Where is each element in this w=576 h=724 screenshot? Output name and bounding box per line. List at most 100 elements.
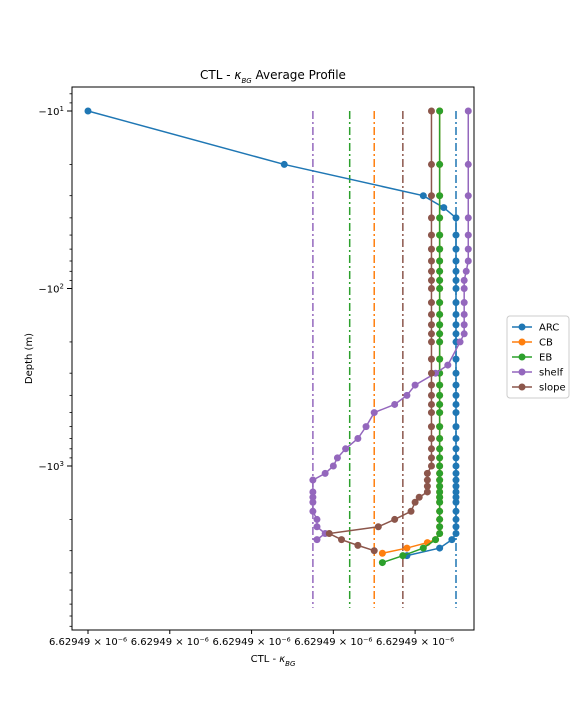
x-axis-label-part: CTL - — [251, 654, 280, 665]
data-point-shelf — [460, 321, 468, 329]
data-point-shelf — [313, 515, 321, 523]
data-point-shelf — [362, 423, 370, 431]
chart-title: CTL - κBG Average Profile — [200, 68, 346, 85]
data-point-ARC — [452, 493, 460, 501]
data-point-slope — [338, 536, 346, 544]
data-point-EB — [436, 245, 444, 253]
data-point-ARC — [419, 192, 427, 200]
data-point-EB — [436, 321, 444, 329]
data-point-ARC — [452, 257, 460, 265]
data-point-EB — [436, 355, 444, 363]
legend-label-shelf: shelf — [539, 368, 563, 379]
data-point-EB — [436, 423, 444, 431]
data-point-shelf — [333, 454, 341, 462]
data-point-slope — [427, 107, 435, 115]
chart-title-part: CTL - — [200, 68, 234, 82]
data-point-shelf — [460, 276, 468, 284]
y-tick-label-part: −10 — [38, 285, 59, 296]
plot-area — [84, 107, 472, 608]
chart-title-part: BG — [241, 77, 252, 85]
data-point-ARC — [452, 476, 460, 484]
data-point-shelf — [309, 498, 317, 506]
data-point-EB — [436, 338, 444, 346]
data-point-EB — [436, 400, 444, 408]
data-point-ARC — [452, 523, 460, 531]
data-point-shelf — [370, 409, 378, 417]
data-point-ARC — [280, 160, 288, 168]
data-point-slope — [423, 482, 431, 490]
data-point-EB — [436, 482, 444, 490]
data-point-ARC — [452, 498, 460, 506]
data-point-slope — [427, 400, 435, 408]
data-point-slope — [427, 267, 435, 275]
x-tick-label: 6.62949 × 10⁻⁶ — [131, 637, 209, 648]
data-point-shelf — [464, 214, 472, 222]
data-point-EB — [419, 544, 427, 552]
y-tick-label-part: −10 — [38, 462, 59, 473]
data-point-ARC — [452, 482, 460, 490]
data-point-slope — [427, 257, 435, 265]
data-point-EB — [432, 536, 440, 544]
y-axis-label: Depth (m) — [24, 333, 35, 384]
data-point-slope — [427, 423, 435, 431]
data-point-shelf — [464, 192, 472, 200]
y-tick-label: −101 — [38, 105, 64, 118]
data-point-slope — [427, 245, 435, 253]
data-point-slope — [427, 299, 435, 307]
data-point-slope — [427, 369, 435, 377]
data-point-shelf — [460, 299, 468, 307]
data-point-EB — [436, 493, 444, 501]
x-tick-label: 6.62949 × 10⁻⁶ — [376, 637, 454, 648]
data-point-shelf — [462, 267, 470, 275]
data-point-ARC — [452, 454, 460, 462]
data-point-shelf — [313, 536, 321, 544]
data-point-EB — [436, 192, 444, 200]
data-point-slope — [427, 276, 435, 284]
data-point-ARC — [448, 536, 456, 544]
data-point-slope — [427, 214, 435, 222]
data-point-ARC — [452, 515, 460, 523]
series-line-EB — [382, 111, 441, 564]
data-point-shelf — [460, 330, 468, 338]
legend-frame — [506, 315, 570, 399]
data-point-slope — [411, 498, 419, 506]
y-tick-label: −103 — [38, 460, 64, 473]
data-point-EB — [436, 445, 444, 453]
data-point-slope — [427, 462, 435, 470]
data-point-CB — [403, 544, 411, 552]
x-tick-label: 6.62949 × 10⁻⁶ — [294, 637, 372, 648]
data-point-EB — [436, 498, 444, 506]
data-point-shelf — [342, 445, 350, 453]
data-point-shelf — [411, 381, 419, 389]
data-point-slope — [427, 381, 435, 389]
data-point-ARC — [452, 285, 460, 292]
data-point-shelf — [460, 310, 468, 318]
data-point-slope — [423, 469, 431, 477]
chart-title-part: κ — [234, 68, 242, 82]
legend-marker-EB — [518, 353, 526, 361]
data-point-ARC — [452, 462, 460, 470]
data-point-EB — [436, 462, 444, 470]
data-point-ARC — [440, 204, 448, 212]
data-point-EB — [436, 231, 444, 239]
data-point-slope — [427, 355, 435, 363]
data-point-slope — [354, 541, 362, 549]
data-point-slope — [427, 160, 435, 168]
data-point-EB — [436, 310, 444, 318]
data-point-slope — [427, 435, 435, 443]
data-point-EB — [436, 469, 444, 477]
data-point-EB — [436, 276, 444, 284]
data-point-slope — [423, 476, 431, 484]
x-axis-label: CTL - κBG — [251, 654, 296, 668]
data-point-slope — [427, 338, 435, 346]
data-point-shelf — [313, 523, 321, 531]
data-point-ARC — [452, 369, 460, 377]
data-point-slope — [427, 445, 435, 453]
data-point-shelf — [464, 245, 472, 253]
y-tick-label-part: 2 — [60, 283, 64, 291]
x-tick-label: 6.62949 × 10⁻⁶ — [49, 637, 127, 648]
data-point-EB — [436, 381, 444, 389]
